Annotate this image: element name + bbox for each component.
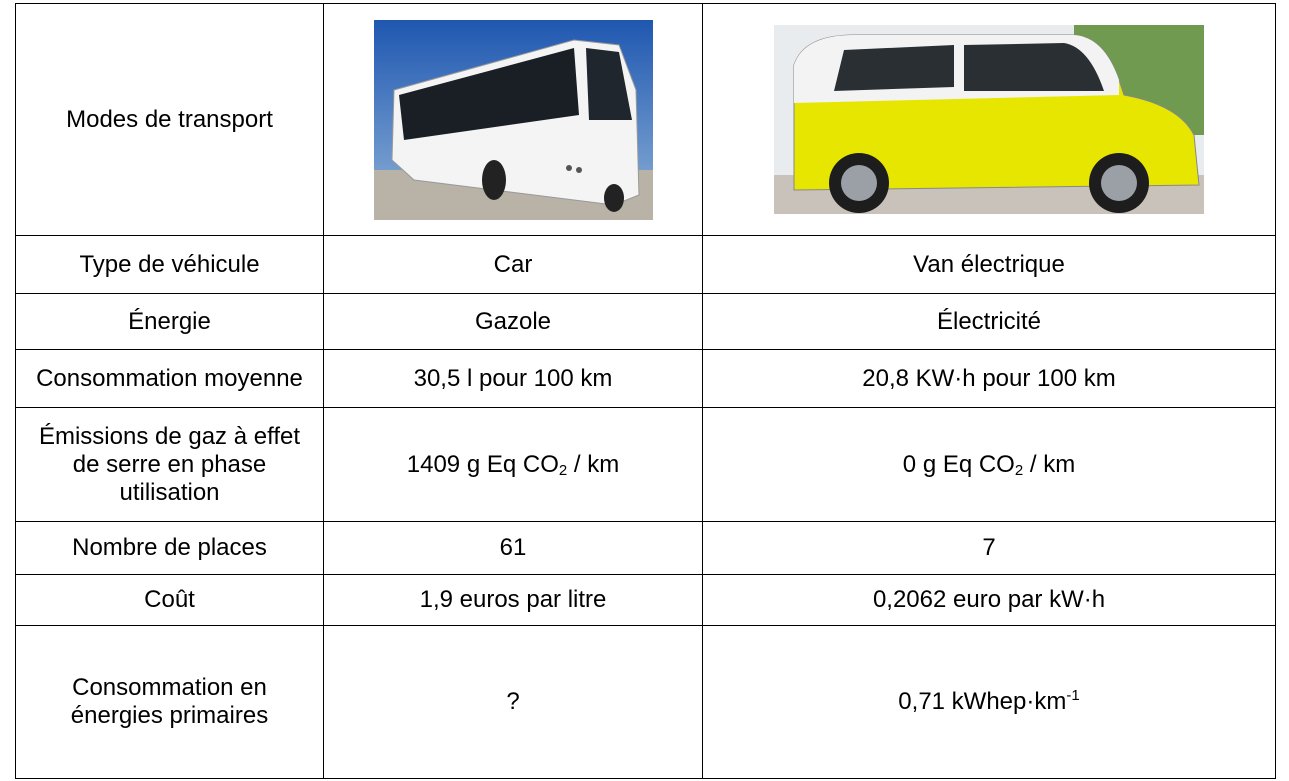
cell-text: Van électrique <box>913 251 1065 278</box>
row-label: Émissions de gaz à effet de serre en pha… <box>39 423 300 506</box>
cell-text: 0,71 kWhep·km <box>898 688 1066 715</box>
cell-text: 0,2062 euro par kW·h <box>873 586 1105 613</box>
value-cell: 7 <box>703 522 1276 575</box>
row-label: Consommation en énergies primaires <box>71 674 268 729</box>
table-row: Émissions de gaz à effet de serre en pha… <box>16 408 1276 522</box>
image-cell <box>703 4 1276 236</box>
cell-text: Gazole <box>475 308 551 335</box>
cell-text: ? <box>506 688 519 715</box>
header-cell: Modes de transport <box>16 4 324 236</box>
cell-text: 7 <box>982 534 995 561</box>
row-label: Énergie <box>128 308 211 335</box>
cell-text: 20,8 KW·h pour 100 km <box>862 365 1115 392</box>
subscript: 2 <box>559 462 567 479</box>
row-label-cell: Nombre de places <box>16 522 324 575</box>
value-cell: 0,71 kWhep·km-1 <box>703 626 1276 779</box>
row-label: Coût <box>144 586 195 613</box>
value-cell: 1,9 euros par litre <box>324 575 703 626</box>
cell-text: / km <box>567 451 619 478</box>
row-label-cell: Type de véhicule <box>16 236 324 294</box>
table-row: Énergie Gazole Électricité <box>16 294 1276 350</box>
value-cell: 0 g Eq CO2 / km <box>703 408 1276 522</box>
header-label: Modes de transport <box>66 106 273 133</box>
value-cell: Gazole <box>324 294 703 350</box>
row-label: Nombre de places <box>72 534 267 561</box>
bus-image <box>374 20 653 220</box>
value-cell: ? <box>324 626 703 779</box>
value-cell: 61 <box>324 522 703 575</box>
cell-text: Électricité <box>937 308 1041 335</box>
value-cell: 1409 g Eq CO2 / km <box>324 408 703 522</box>
table-row: Consommation en énergies primaires? 0,71 … <box>16 626 1276 779</box>
cell-text: / km <box>1023 451 1075 478</box>
table-row: Consommation moyenne 30,5 l pour 100 km 20… <box>16 350 1276 408</box>
row-label: Type de véhicule <box>79 251 259 278</box>
row-label-cell: Émissions de gaz à effet de serre en pha… <box>16 408 324 522</box>
value-cell: Van électrique <box>703 236 1276 294</box>
cell-text: 1,9 euros par litre <box>420 586 607 613</box>
cell-text: 61 <box>500 534 527 561</box>
value-cell: Électricité <box>703 294 1276 350</box>
value-cell: Car <box>324 236 703 294</box>
row-label-cell: Consommation en énergies primaires <box>16 626 324 779</box>
cell-text: 0 g Eq CO <box>903 451 1015 478</box>
cell-text: 1409 g Eq CO <box>407 451 559 478</box>
table-row: Type de véhicule Car Van électrique <box>16 236 1276 294</box>
superscript: -1 <box>1066 687 1079 704</box>
row-label: Consommation moyenne <box>36 365 303 392</box>
image-cell <box>324 4 703 236</box>
subscript: 2 <box>1015 462 1023 479</box>
row-label-cell: Consommation moyenne <box>16 350 324 408</box>
cell-text: 30,5 l pour 100 km <box>414 365 613 392</box>
value-cell: 30,5 l pour 100 km <box>324 350 703 408</box>
row-label-cell: Énergie <box>16 294 324 350</box>
value-cell: 0,2062 euro par kW·h <box>703 575 1276 626</box>
value-cell: 20,8 KW·h pour 100 km <box>703 350 1276 408</box>
van-image <box>774 25 1204 214</box>
table-row: Coût 1,9 euros par litre 0,2062 euro par k… <box>16 575 1276 626</box>
table-row: Nombre de places 61 7 <box>16 522 1276 575</box>
page: Modes de transport <box>0 0 1289 781</box>
header-row: Modes de transport <box>16 4 1276 236</box>
row-label-cell: Coût <box>16 575 324 626</box>
comparison-table: Modes de transport <box>15 3 1276 779</box>
cell-text: Car <box>494 251 533 278</box>
